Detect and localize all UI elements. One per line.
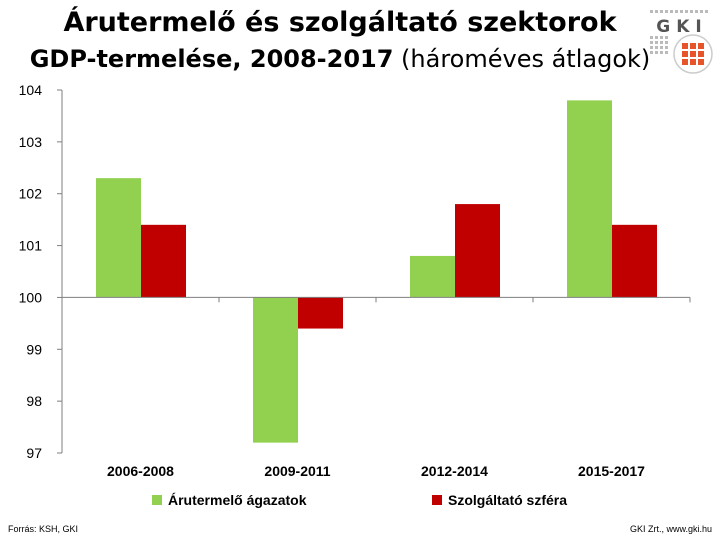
y-tick-label: 97 — [26, 445, 42, 461]
y-tick-label: 104 — [19, 82, 43, 98]
y-tick-label: 103 — [19, 134, 43, 150]
y-tick-label: 98 — [26, 393, 42, 409]
x-tick-label: 2006-2008 — [107, 463, 174, 479]
bar-chart: 97 98 99 100 101 102 103 104 2006-2008 2009-2011 2… — [19, 82, 691, 508]
legend-swatch — [152, 495, 162, 505]
y-tick-label: 102 — [19, 186, 43, 202]
legend-label: Szolgáltató szféra — [448, 492, 567, 508]
logo-dot-grid — [650, 10, 708, 54]
bar-szolgaltato-2012-2014 — [455, 204, 500, 298]
bar-szolgaltato-2009-2011 — [298, 297, 343, 329]
x-tick-label: 2009-2011 — [264, 463, 330, 479]
bar-arutermelo-2009-2011 — [253, 297, 298, 443]
y-tick-label: 101 — [19, 238, 43, 254]
source-note: Forrás: KSH, GKI — [8, 524, 79, 534]
bar-arutermelo-2012-2014 — [410, 255, 455, 298]
chart-title: Árutermelő és szolgáltató szektorok — [63, 7, 617, 38]
logo-text: GKI — [656, 17, 707, 37]
credit-note: GKI Zrt., www.gki.hu — [629, 524, 712, 534]
x-tick-label: 2015-2017 — [578, 463, 645, 479]
bar-arutermelo-2015-2017 — [567, 100, 612, 298]
logo-grid-icon — [682, 43, 704, 65]
bar-szolgaltato-2015-2017 — [612, 224, 657, 298]
chart-subtitle-bold: GDP-termelése, 2008-2017 — [29, 45, 394, 73]
chart-subtitle-rest: (hároméves átlagok) — [393, 45, 651, 73]
chart-subtitle: GDP-termelése, 2008-2017 (hároméves átla… — [0, 42, 680, 76]
legend-swatch — [432, 495, 442, 505]
y-tick-label: 99 — [26, 341, 42, 357]
y-tick-label: 100 — [19, 289, 43, 305]
bar-szolgaltato-2006-2008 — [141, 224, 186, 298]
bar-arutermelo-2006-2008 — [96, 178, 141, 298]
legend-label: Árutermelő ágazatok — [168, 492, 307, 508]
gki-logo: GKI — [650, 10, 713, 74]
x-tick-label: 2012-2014 — [421, 463, 488, 479]
